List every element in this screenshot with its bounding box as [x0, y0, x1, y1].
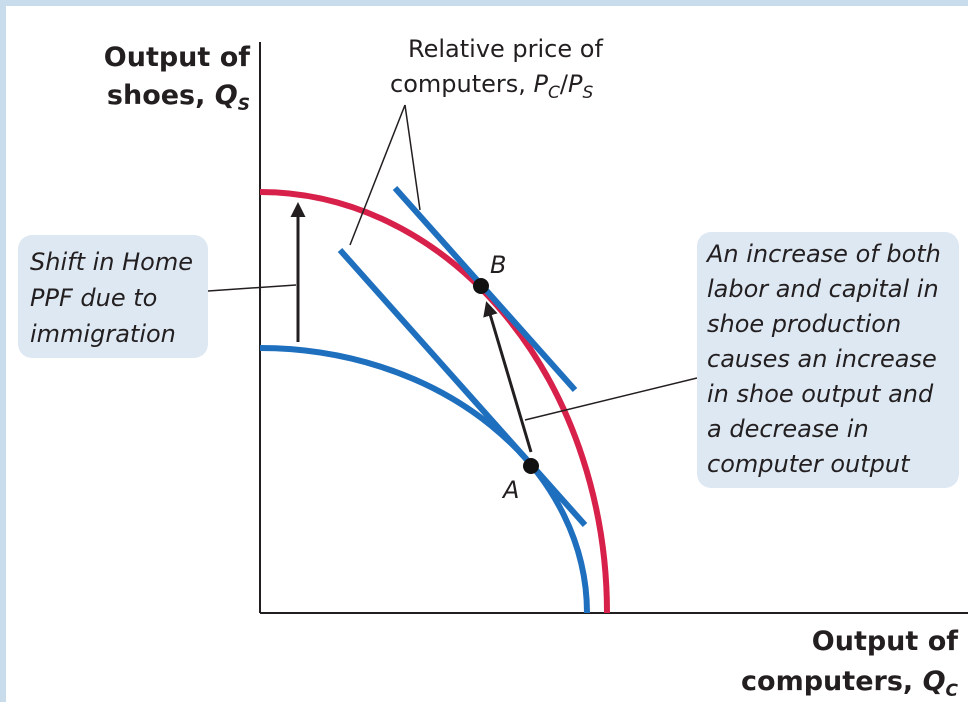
leader	[207, 284, 297, 292]
y-axis-label: Output of	[104, 42, 250, 73]
price-label: Relative price of	[408, 35, 603, 63]
label-a: A	[501, 476, 519, 504]
note-line: in shoe output and	[707, 380, 934, 408]
x-axis-label: computers, QC	[741, 666, 958, 701]
price-line-a	[337, 248, 588, 527]
right-note-box	[697, 232, 959, 488]
note-line: causes an increase	[707, 345, 937, 373]
leader	[404, 104, 421, 211]
y-axis-label: shoes, QS	[107, 80, 250, 115]
note-line: PPF due to	[30, 284, 157, 312]
leader	[349, 104, 406, 246]
point-b	[473, 278, 489, 294]
left-note-box	[18, 235, 208, 358]
note-line: shoe production	[707, 310, 901, 338]
price-label: computers, PC/PS	[390, 70, 593, 103]
note-line: labor and capital in	[707, 275, 939, 303]
x-axis-label: Output of	[812, 626, 958, 657]
move-arrow	[483, 301, 533, 453]
note-line: Shift in Home	[30, 248, 193, 276]
point-a	[523, 458, 539, 474]
left-note: Shift in Home PPF due to immigration	[30, 248, 193, 348]
label-b: B	[490, 251, 506, 279]
right-note: An increase of both labor and capital in s…	[705, 240, 941, 478]
note-line: a decrease in	[707, 415, 869, 443]
note-line: An increase of both	[705, 240, 941, 268]
leader	[524, 377, 698, 421]
note-line: computer output	[707, 450, 911, 478]
note-line: immigration	[30, 320, 176, 348]
old-ppf	[259, 345, 590, 614]
